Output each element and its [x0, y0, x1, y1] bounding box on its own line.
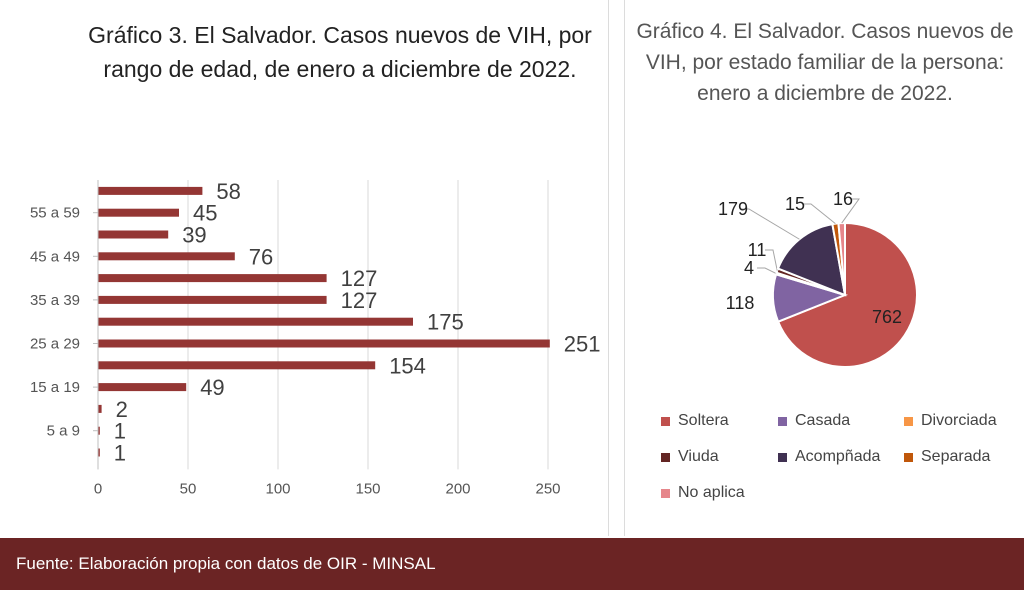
x-tick-label: 0 [94, 480, 102, 497]
age-bar [98, 274, 327, 283]
leader-line [765, 249, 778, 271]
legend-item: Separada [904, 448, 1023, 466]
age-bar [98, 426, 100, 435]
legend-label: Soltera [678, 412, 729, 429]
x-tick-label: 200 [445, 480, 470, 497]
pie-value-label: 4 [744, 258, 754, 278]
legend-item: Viuda [661, 448, 778, 466]
leader-line [741, 208, 800, 240]
age-bar [98, 317, 413, 326]
legend-label: No aplica [678, 484, 745, 501]
marital-chart-panel: Gráfico 4. El Salvador. Casos nuevos de … [624, 0, 1024, 536]
x-tick-label: 100 [265, 480, 290, 497]
legend-item: Divorciada [904, 412, 1023, 430]
age-bar [98, 448, 100, 457]
legend-label: Viuda [678, 448, 719, 465]
leader-line [841, 198, 860, 224]
age-bar [98, 383, 187, 392]
pie-value-label: 15 [785, 194, 805, 214]
age-bar [98, 252, 235, 261]
legend-swatch [778, 416, 787, 426]
leader-line [757, 267, 777, 274]
legend-swatch [904, 416, 913, 426]
pie-legend: Soltera Casada Divorciada Viuda Acompñada Sep… [661, 412, 1023, 502]
bar-value-label: 2 [116, 397, 128, 422]
age-category-label: 25 a 29 [30, 336, 80, 353]
bar-value-label: 127 [341, 266, 378, 291]
x-tick-label: 50 [180, 480, 197, 497]
bar-value-label: 1 [114, 441, 126, 466]
age-bar [98, 361, 376, 370]
legend-swatch [661, 416, 670, 426]
legend-item: Casada [778, 412, 904, 430]
age-bar [98, 230, 169, 239]
bar-value-label: 45 [193, 201, 217, 226]
bar-value-label: 175 [427, 310, 464, 335]
legend-label: Acompñada [795, 448, 881, 465]
bar-value-label: 76 [249, 244, 273, 269]
age-category-label: 45 a 49 [30, 248, 80, 265]
pie-value-label: 16 [833, 189, 853, 209]
age-category-label: 55 a 59 [30, 205, 80, 222]
legend-swatch [661, 452, 670, 462]
age-bar [98, 404, 102, 413]
bar-value-label: 58 [216, 179, 240, 204]
legend-swatch [778, 452, 787, 462]
legend-item: Acompñada [778, 448, 904, 466]
age-category-label: 35 a 39 [30, 292, 80, 309]
bar-value-label: 154 [389, 353, 426, 378]
pie-value-label: 118 [726, 293, 755, 313]
age-category-label: 5 a 9 [47, 423, 80, 440]
x-tick-label: 150 [355, 480, 380, 497]
bar-value-label: 251 [564, 332, 601, 357]
source-footer: Fuente: Elaboración propia con datos de … [0, 538, 1024, 590]
age-bar [98, 208, 179, 217]
marital-pie-chart: 762 118 411 179 15 16 [718, 189, 918, 368]
x-tick-label: 250 [535, 480, 560, 497]
legend-item: Soltera [661, 412, 778, 430]
age-bar [98, 295, 327, 304]
pie-value-label: 179 [718, 199, 748, 219]
legend-swatch [661, 488, 670, 498]
legend-label: Divorciada [921, 412, 997, 429]
pie-value-label: 11 [748, 240, 767, 260]
bar-value-label: 127 [341, 288, 378, 313]
bar-value-label: 39 [182, 223, 206, 248]
marital-chart-title: Gráfico 4. El Salvador. Casos nuevos de … [636, 20, 1014, 105]
age-bar [98, 339, 550, 348]
legend-label: Separada [921, 448, 991, 465]
legend-label: Casada [795, 412, 851, 429]
legend-swatch [904, 452, 913, 462]
leader-line [803, 203, 836, 225]
age-bar [98, 186, 203, 195]
bar-value-label: 1 [114, 419, 126, 444]
legend-item: No aplica [661, 484, 778, 502]
pie-value-label: 762 [872, 307, 902, 327]
source-text: Fuente: Elaboración propia con datos de … [16, 554, 436, 573]
age-category-label: 15 a 19 [30, 379, 80, 396]
age-chart-panel: Gráfico 3. El Salvador. Casos nuevos de … [30, 0, 609, 536]
bar-value-label: 49 [200, 375, 224, 400]
age-chart-title: Gráfico 3. El Salvador. Casos nuevos de … [88, 22, 592, 82]
pie-slice [776, 222, 847, 297]
